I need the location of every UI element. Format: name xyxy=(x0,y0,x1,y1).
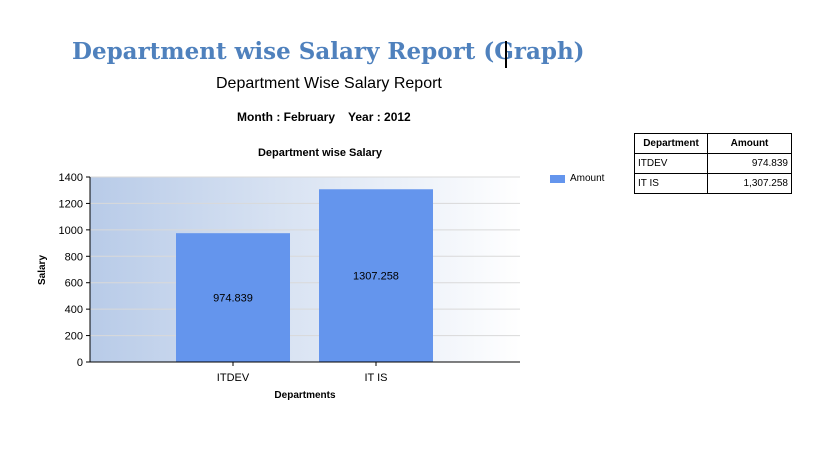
table-row: ITDEV 974.839 xyxy=(635,154,792,174)
legend-label: Amount xyxy=(570,173,604,184)
y-tick-label: 200 xyxy=(65,331,83,343)
y-tick-label: 1000 xyxy=(59,225,83,237)
salary-table: Department Amount ITDEV 974.839 IT IS 1,… xyxy=(634,133,792,194)
bar-data-label: 1307.258 xyxy=(353,271,399,283)
y-tick-label: 0 xyxy=(77,357,83,369)
table-header-row: Department Amount xyxy=(635,134,792,154)
y-tick-label: 800 xyxy=(65,251,83,263)
cell-department: IT IS xyxy=(635,174,708,194)
x-tick-label: IT IS xyxy=(364,372,387,384)
chart-title: Department wise Salary xyxy=(258,147,383,159)
cell-department: ITDEV xyxy=(635,154,708,174)
column-header-department: Department xyxy=(635,134,708,154)
cell-amount: 974.839 xyxy=(708,154,792,174)
x-axis-label: Departments xyxy=(274,390,336,401)
chart-legend: Amount xyxy=(550,173,604,184)
y-tick-label: 1400 xyxy=(59,172,83,184)
column-header-amount: Amount xyxy=(708,134,792,154)
y-tick-label: 600 xyxy=(65,278,83,290)
y-tick-label: 1200 xyxy=(59,198,83,210)
legend-swatch xyxy=(550,175,565,183)
cell-amount: 1,307.258 xyxy=(708,174,792,194)
y-axis-label: Salary xyxy=(37,255,48,285)
bar-data-label: 974.839 xyxy=(213,293,253,305)
table-row: IT IS 1,307.258 xyxy=(635,174,792,194)
x-tick-label: ITDEV xyxy=(217,372,250,384)
plot-area xyxy=(90,177,520,362)
y-tick-label: 400 xyxy=(65,304,83,316)
